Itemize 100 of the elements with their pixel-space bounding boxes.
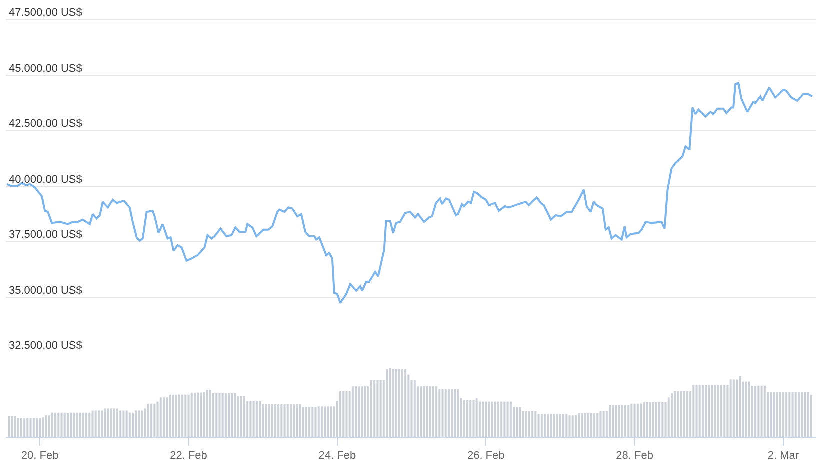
- bar: [256, 401, 258, 437]
- bar: [234, 394, 236, 437]
- bar: [516, 407, 518, 437]
- bar: [206, 390, 208, 437]
- bar: [436, 386, 438, 437]
- bar: [463, 400, 466, 437]
- bar: [386, 369, 388, 437]
- bar: [286, 404, 289, 437]
- bar: [782, 392, 784, 437]
- bar: [82, 412, 84, 437]
- bar: [36, 418, 38, 437]
- bar: [17, 418, 20, 437]
- bar: [698, 385, 701, 437]
- bar: [116, 408, 119, 437]
- x-tick-label: 26. Feb: [467, 450, 505, 462]
- bar: [169, 394, 172, 437]
- bar: [76, 412, 78, 437]
- bar: [572, 416, 574, 437]
- bar: [200, 392, 202, 437]
- bar: [711, 385, 714, 437]
- x-tick-label: 24. Feb: [318, 450, 356, 462]
- bar: [686, 391, 688, 437]
- bar: [340, 391, 342, 437]
- bar: [66, 414, 69, 437]
- bar: [370, 380, 373, 437]
- bar: [54, 412, 57, 437]
- bar: [172, 394, 174, 437]
- bar: [216, 394, 218, 437]
- bar: [222, 394, 224, 437]
- bar: [751, 386, 754, 437]
- bar: [498, 402, 500, 437]
- bar: [113, 408, 116, 437]
- bar: [794, 392, 797, 437]
- bar: [312, 407, 314, 437]
- bar: [284, 404, 286, 437]
- bar: [280, 404, 283, 437]
- y-tick-label: 35.000,00 US$: [9, 285, 82, 297]
- y-tick-label: 32.500,00 US$: [9, 340, 82, 352]
- bar: [250, 401, 252, 437]
- bar: [581, 414, 584, 437]
- bar: [538, 414, 540, 437]
- bar: [506, 402, 509, 437]
- bar: [120, 410, 122, 437]
- bar: [401, 369, 404, 437]
- bar: [330, 406, 332, 437]
- bar: [724, 385, 726, 437]
- bar: [231, 394, 234, 437]
- bar: [708, 385, 710, 437]
- bar: [64, 412, 66, 437]
- bar: [596, 414, 599, 437]
- bar: [296, 404, 298, 437]
- bar: [299, 404, 302, 437]
- bar: [754, 386, 757, 437]
- bar: [73, 412, 76, 437]
- bar: [39, 418, 42, 437]
- bar: [609, 405, 612, 437]
- bar: [714, 385, 716, 437]
- bar: [624, 405, 627, 437]
- bar: [612, 405, 614, 437]
- bar: [702, 385, 704, 437]
- bar: [182, 394, 184, 437]
- bar: [544, 414, 546, 437]
- bar: [748, 382, 750, 437]
- bar: [454, 389, 456, 437]
- bar: [438, 389, 441, 437]
- bar: [364, 386, 366, 437]
- bar: [532, 411, 534, 437]
- bar: [258, 401, 261, 437]
- bar: [197, 392, 200, 437]
- bar: [522, 411, 524, 437]
- bar: [376, 380, 379, 437]
- bar: [374, 380, 376, 437]
- bar: [510, 402, 512, 437]
- y-tick-label: 40.000,00 US$: [9, 174, 82, 186]
- bar: [764, 386, 766, 437]
- bar: [110, 408, 112, 437]
- bar: [274, 404, 276, 437]
- bar: [525, 411, 528, 437]
- bar: [327, 406, 330, 437]
- bar: [578, 414, 580, 437]
- bar: [392, 369, 394, 437]
- bar: [674, 391, 676, 437]
- bar: [194, 392, 196, 437]
- bar: [355, 386, 358, 437]
- bar: [448, 389, 450, 437]
- bar: [587, 414, 590, 437]
- bar: [160, 398, 162, 437]
- bar: [494, 402, 496, 437]
- bar: [224, 394, 227, 437]
- bar: [736, 380, 738, 437]
- bar: [147, 404, 150, 437]
- bar: [389, 368, 392, 437]
- bar: [472, 400, 475, 437]
- bar: [86, 412, 88, 437]
- bar: [98, 410, 100, 437]
- bar: [314, 407, 317, 437]
- bar: [482, 402, 484, 437]
- bar: [26, 418, 29, 437]
- bar: [58, 412, 60, 437]
- bar: [798, 392, 800, 437]
